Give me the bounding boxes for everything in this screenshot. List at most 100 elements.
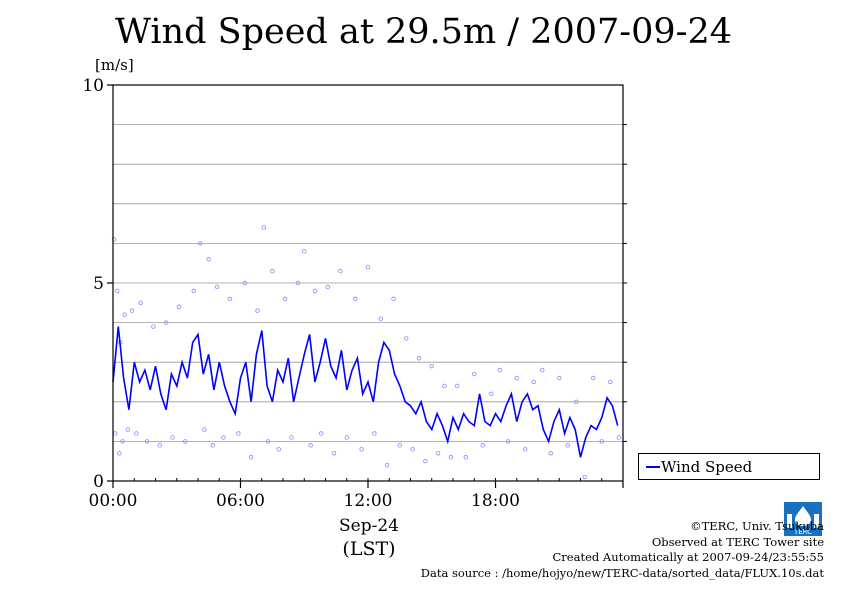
sample-point [416,356,422,361]
sample-point [514,375,519,381]
y-axis-unit: [m/s] [95,56,134,74]
sample-point [261,225,267,230]
sample-point [112,431,118,436]
sample-point [183,439,188,444]
sample-point [302,249,307,254]
sample-point [599,439,604,444]
sample-point [176,304,182,309]
sample-point [242,280,247,286]
sample-point [276,447,281,452]
sample-points [111,225,621,480]
x-axis-label: Sep-24 [339,516,399,536]
created-text: Created Automatically at 2007-09-24/23:5… [552,550,825,564]
chart-title: Wind Speed at 29.5m / 2007-09-24 [115,12,732,52]
sample-point [463,455,468,460]
sample-point [210,443,216,448]
sample-point [325,284,330,290]
sample-point [308,443,313,448]
sample-point [151,324,156,329]
sample-point [163,320,169,325]
sample-point [122,312,127,317]
sample-point [397,443,403,448]
x-tick-label: 12:00 [344,491,393,511]
x-axis-ticks: 00:00 06:00 12:00 18:00 [89,478,624,511]
y-tick-label: 10 [82,76,104,96]
credits: ©TERC, Univ. Tsukuba Observed at TERC To… [421,519,824,581]
x-tick-label: 00:00 [89,491,138,511]
sample-point [548,451,553,456]
sample-point [111,237,117,242]
sample-point [429,363,434,369]
sample-point [265,439,271,444]
wind-speed-line [112,326,619,458]
y-tick-label: 0 [93,472,104,492]
x-axis-timezone: (LST) [342,538,395,560]
x-tick-label: 18:00 [471,491,520,511]
sample-point [448,455,454,460]
sample-point [115,288,120,294]
sample-point [289,435,294,440]
sample-point [312,288,318,294]
sample-point [191,288,196,294]
sample-point [227,296,233,302]
legend-label: Wind Speed [661,458,753,476]
sample-point [442,383,447,389]
sample-point [248,455,254,460]
sample-point [506,439,511,444]
sample-point [120,439,125,444]
sample-point [129,308,135,313]
sample-point [125,427,131,432]
sample-point [540,367,545,373]
sample-point [331,451,337,456]
sample-point [565,443,570,448]
sample-point [574,399,579,404]
sample-point [365,264,371,270]
sample-point [423,459,428,464]
sample-point [157,443,162,448]
sample-point [557,375,562,381]
sample-point [214,284,220,290]
svg-text:TERC: TERC [793,528,812,536]
sample-point [117,451,122,456]
sample-point [221,435,226,440]
sample-point [359,447,364,452]
sample-point [319,431,324,436]
sample-point [523,447,528,452]
sample-point [591,375,596,381]
sample-point [497,367,502,373]
y-axis-ticks: 0 5 10 [82,76,627,492]
sample-point [616,435,621,440]
sample-point [295,280,301,286]
copyright-text: ©TERC, Univ. Tsukuba [690,519,824,533]
terc-logo-icon: TERC [784,502,822,536]
sample-point [344,435,349,440]
sample-point [391,296,396,302]
y-tick-label: 5 [93,274,104,294]
sample-point [489,391,494,397]
sample-point [338,268,343,274]
sample-point [138,300,143,305]
legend-line-swatch [646,466,660,468]
sample-point [353,296,358,302]
sample-point [582,474,587,480]
sample-point [384,462,390,468]
sample-point [608,379,613,385]
data-source-text: Data source : /home/hojyo/new/TERC-data/… [420,565,824,580]
sample-point [372,431,377,436]
sample-point [202,427,207,432]
sample-point [144,439,150,444]
sample-point [170,435,175,440]
sample-point [455,383,460,389]
sample-point [531,379,536,385]
sample-point [435,451,441,456]
sample-point [206,257,211,262]
legend: Wind Speed [638,453,820,480]
sample-point [282,296,288,302]
sample-point [480,443,485,448]
x-tick-label: 06:00 [216,491,265,511]
sample-point [255,308,260,313]
sample-point [236,431,241,436]
sample-point [472,371,477,377]
grid-lines [113,124,623,442]
